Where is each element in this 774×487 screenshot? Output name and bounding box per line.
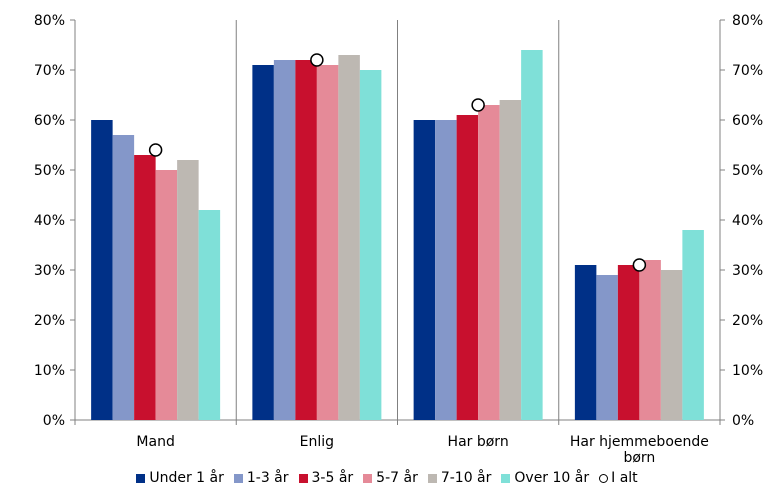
category-label: Har hjemmeboende børn	[570, 434, 709, 466]
y-tick-label-left: 50%	[34, 163, 65, 179]
legend-swatch	[363, 473, 373, 483]
y-tick-label-left: 0%	[43, 413, 65, 429]
bar	[574, 265, 597, 420]
legend-label: 1-3 år	[246, 470, 289, 486]
y-tick-label-right: 80%	[732, 13, 763, 29]
y-tick-label-right: 30%	[732, 263, 763, 279]
bar	[252, 65, 274, 420]
bar	[435, 120, 457, 420]
marker-point	[471, 98, 485, 112]
legend-swatch	[233, 473, 243, 483]
y-tick-label-right: 50%	[732, 163, 763, 179]
bar	[359, 70, 382, 420]
bar	[413, 120, 436, 420]
legend-item: I alt	[599, 470, 638, 486]
marker-point	[632, 258, 647, 272]
bar	[338, 55, 360, 420]
legend-item: Under 1 år	[136, 470, 224, 486]
legend-swatch	[136, 473, 146, 483]
category-label: Har børn	[448, 434, 509, 450]
legend-label: 5-7 år	[376, 470, 418, 486]
legend-item: 1-3 år	[233, 470, 289, 486]
legend-label: 3-5 år	[311, 470, 354, 486]
bar	[273, 60, 296, 420]
bar	[639, 260, 661, 420]
legend-label: Over 10 år	[514, 470, 590, 486]
legend-label: 7-10 år	[440, 470, 492, 486]
chart: 0% 0% 10% 10% 20% 20% 30% 30% 40% 40% 50% 50% 60% 60%…	[34, 13, 763, 466]
legend-swatch	[298, 473, 308, 483]
legend-marker-icon	[599, 473, 609, 483]
bar	[456, 115, 479, 420]
legend-item: 7-10 år	[427, 470, 492, 486]
y-tick-label-right: 60%	[732, 113, 763, 129]
y-tick-label-left: 10%	[34, 363, 65, 379]
bar	[155, 170, 178, 420]
bar	[499, 100, 522, 420]
y-tick-label-right: 70%	[732, 63, 763, 79]
y-tick-label-right: 10%	[732, 363, 763, 379]
bar	[617, 265, 640, 420]
bar	[596, 275, 618, 420]
legend-item: Over 10 år	[501, 470, 589, 486]
legend: Under 1 år 1-3 år 3-5 år 5-7 år 7-10 år Over …	[0, 469, 774, 487]
category-label: Enlig	[300, 434, 334, 450]
legend-label: Under 1 år	[149, 470, 224, 486]
bar	[112, 135, 135, 420]
marker-point	[148, 143, 163, 157]
legend-label: I alt	[611, 470, 638, 486]
y-tick-label-right: 0%	[732, 413, 754, 429]
y-tick-label-left: 60%	[34, 113, 65, 129]
legend-item: 5-7 år	[363, 470, 418, 486]
y-tick-label-left: 80%	[34, 13, 65, 29]
y-tick-label-left: 20%	[34, 313, 65, 329]
bar	[316, 65, 339, 420]
bar	[295, 60, 317, 420]
marker-point	[310, 53, 324, 67]
y-tick-label-right: 20%	[732, 313, 763, 329]
y-tick-label-left: 40%	[34, 213, 65, 229]
legend-swatch	[501, 473, 511, 483]
legend-swatch	[427, 473, 437, 483]
legend-item: 3-5 år	[298, 470, 354, 486]
bar	[198, 210, 221, 420]
category-label: Mand	[136, 434, 174, 450]
bar	[177, 160, 199, 420]
y-tick-label-right: 40%	[732, 213, 763, 229]
bar	[521, 50, 543, 420]
bar	[478, 105, 500, 420]
bar	[134, 155, 156, 420]
bar	[660, 270, 683, 420]
bar	[682, 230, 704, 420]
y-tick-label-left: 30%	[34, 263, 65, 279]
bar	[91, 120, 113, 420]
y-tick-label-left: 70%	[34, 63, 65, 79]
